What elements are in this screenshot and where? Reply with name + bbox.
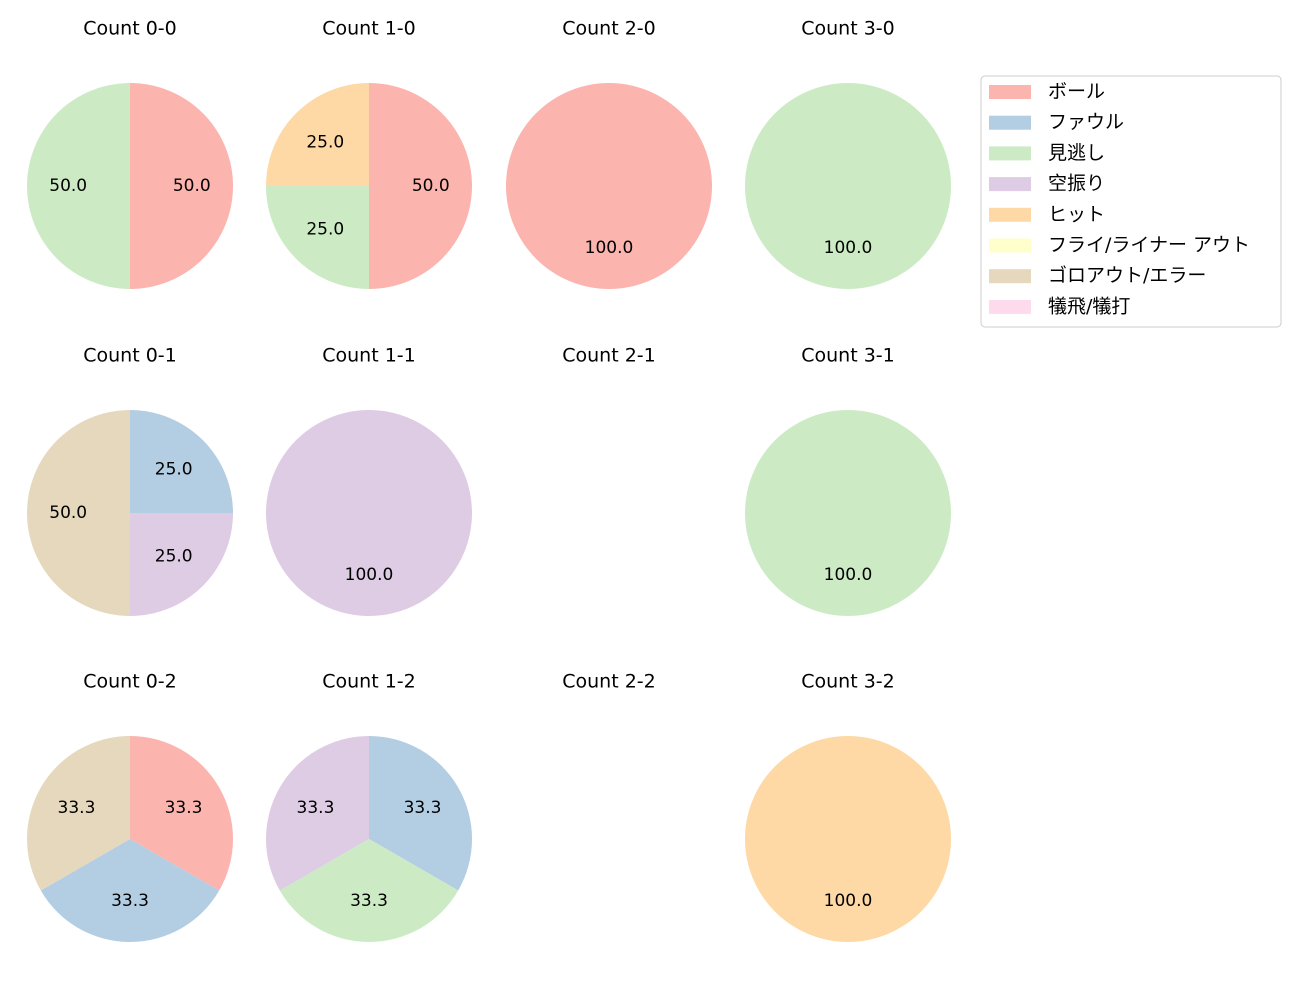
chart-title: Count 1-0 <box>322 18 416 40</box>
pie-slice <box>27 736 130 891</box>
legend-swatch <box>989 238 1031 253</box>
pie-slice <box>506 83 712 289</box>
slice-label: 100.0 <box>824 238 873 258</box>
pie-slice <box>130 83 233 289</box>
legend-label: 空振り <box>1048 173 1105 195</box>
chart-title: Count 3-0 <box>801 18 895 40</box>
slice-label: 33.3 <box>58 798 96 818</box>
slice-label: 25.0 <box>155 459 193 479</box>
slice-label: 33.3 <box>111 891 149 911</box>
slice-label: 50.0 <box>49 503 87 523</box>
legend-swatch <box>989 115 1031 130</box>
pie-slice <box>745 410 951 616</box>
chart-title: Count 3-1 <box>801 345 895 367</box>
chart-title: Count 1-2 <box>322 671 416 693</box>
slice-label: 100.0 <box>345 565 394 585</box>
legend-label: ヒット <box>1048 203 1105 225</box>
chart-title: Count 3-2 <box>801 671 895 693</box>
legend-swatch <box>989 207 1031 222</box>
slice-label: 100.0 <box>585 238 634 258</box>
pie-slice <box>27 83 130 289</box>
legend-label: ボール <box>1048 81 1105 103</box>
legend-swatch <box>989 85 1031 99</box>
pie-slice <box>369 736 472 891</box>
pie-slice <box>266 83 369 186</box>
slice-label: 100.0 <box>824 891 873 911</box>
chart-title: Count 2-2 <box>562 671 656 693</box>
chart-title: Count 2-0 <box>562 18 656 40</box>
pie-slice <box>369 83 472 289</box>
pie-slice <box>745 83 951 289</box>
slice-label: 50.0 <box>49 176 87 196</box>
pie-slice <box>130 410 233 513</box>
chart-title: Count 2-1 <box>562 345 656 367</box>
legend-swatch <box>989 269 1031 284</box>
legend-label: ゴロアウト/エラー <box>1048 265 1206 287</box>
slice-label: 33.3 <box>404 798 442 818</box>
legend-label: 見逃し <box>1048 142 1105 164</box>
legend-swatch <box>989 146 1031 161</box>
pie-slice <box>130 513 233 616</box>
chart-title: Count 0-1 <box>83 345 177 367</box>
legend-label: ファウル <box>1048 111 1124 133</box>
legend-label: フライ/ライナー アウト <box>1048 234 1250 256</box>
slice-label: 25.0 <box>306 220 344 240</box>
slice-label: 33.3 <box>350 891 388 911</box>
legend-frame <box>980 75 1282 328</box>
slice-label: 25.0 <box>155 547 193 567</box>
chart-title: Count 0-2 <box>83 671 177 693</box>
pie-slice <box>745 736 951 942</box>
pie-slice <box>266 410 472 616</box>
legend-swatch <box>989 177 1031 192</box>
legend-label: 犠飛/犠打 <box>1048 295 1130 317</box>
pie-slice <box>130 736 233 891</box>
slice-label: 50.0 <box>412 176 450 196</box>
slice-label: 33.3 <box>297 798 335 818</box>
chart-title: Count 1-1 <box>322 345 416 367</box>
slice-label: 50.0 <box>173 176 211 196</box>
chart-title: Count 0-0 <box>83 18 177 40</box>
legend-swatch <box>989 299 1031 314</box>
slice-label: 25.0 <box>306 132 344 152</box>
slice-label: 100.0 <box>824 565 873 585</box>
pie-slice <box>27 410 130 616</box>
pie-slice <box>266 736 369 891</box>
pie-slice <box>266 186 369 289</box>
pie-slice <box>40 839 220 942</box>
slice-label: 33.3 <box>165 798 203 818</box>
